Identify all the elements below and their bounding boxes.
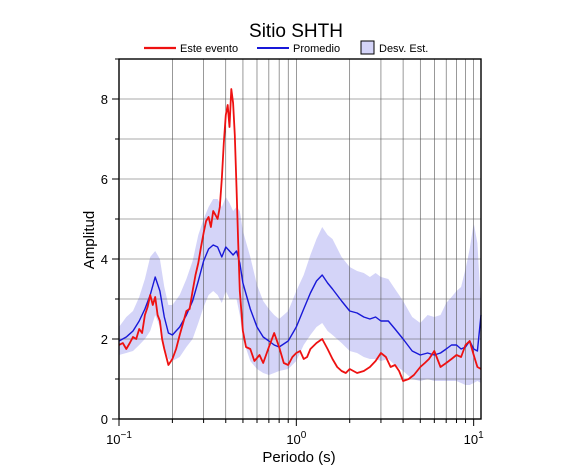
y-axis-label: Amplitud: [81, 211, 98, 269]
legend-label-promedio: Promedio: [293, 43, 340, 55]
std-band: [119, 197, 481, 385]
x-tick-label: 10−1: [106, 430, 132, 447]
plot-frame: [118, 58, 482, 420]
y-tick-label: 2: [101, 332, 108, 347]
series-promedio-line: [118, 244, 482, 356]
x-tick-label: 100: [286, 430, 306, 447]
series-este-evento-line: [118, 88, 482, 382]
y-tick-label: 6: [101, 172, 108, 187]
x-tick-label: 101: [464, 430, 484, 447]
chart-title: Sitio SHTH: [249, 21, 343, 42]
x-axis-label: Periodo (s): [262, 449, 335, 466]
legend-swatch-desv-est: [360, 40, 375, 55]
y-tick-label: 8: [101, 92, 108, 107]
legend: Este evento Promedio Desv. Est.: [144, 40, 428, 55]
std-band-layer: [119, 197, 481, 385]
y-tick-label: 0: [101, 412, 108, 427]
series-layer: [118, 88, 482, 382]
y-tick-label: 4: [101, 252, 108, 267]
legend-label-este-evento: Este evento: [180, 43, 238, 55]
axes-layer: 0 2 4 6 8 10−1 100 101: [101, 58, 484, 447]
legend-label-desv-est: Desv. Est.: [379, 43, 428, 55]
